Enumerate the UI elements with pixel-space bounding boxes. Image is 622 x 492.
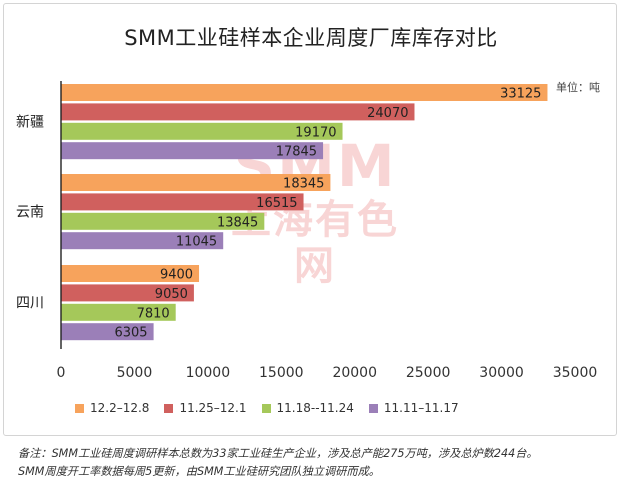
footnote: 备注：SMM工业硅周度调研样本总数为33家工业硅生产企业，涉及总产能275万吨，… <box>18 445 618 481</box>
category-label: 四川 <box>16 296 44 312</box>
x-tick-label: 20000 <box>332 365 377 381</box>
x-tick-label: 35000 <box>553 365 598 381</box>
legend-item: 11.11–11.17 <box>368 401 459 415</box>
x-tick-label: 15000 <box>259 365 304 381</box>
bar-value-label: 18345 <box>283 177 324 192</box>
legend-swatch <box>164 403 174 413</box>
bar-value-label: 17845 <box>276 145 317 160</box>
bar <box>61 103 415 121</box>
unit-label: 单位：吨 <box>556 81 600 94</box>
chart-legend: 12.2–12.8 11.25–12.1 11.18--11.24 11.11–11.… <box>75 401 474 415</box>
x-tick-label: 25000 <box>406 365 451 381</box>
bar-value-label: 11045 <box>176 235 217 250</box>
bar <box>61 284 194 302</box>
bar-value-label: 19170 <box>295 125 336 140</box>
legend-swatch <box>75 403 84 413</box>
bar <box>61 212 265 230</box>
bar-value-label: 16515 <box>256 196 297 211</box>
bar-value-label: 6305 <box>114 326 147 341</box>
bar-value-label: 33125 <box>500 87 541 102</box>
legend-label: 11.25–12.1 <box>179 401 247 415</box>
bar <box>61 122 343 140</box>
legend-swatch <box>368 403 378 413</box>
x-tick-label: 10000 <box>186 365 231 381</box>
x-tick-label: 0 <box>57 365 66 381</box>
legend-swatch <box>261 403 271 413</box>
legend-item: 12.2–12.8 <box>75 401 149 415</box>
bar <box>61 303 176 321</box>
bar <box>61 84 548 101</box>
bar <box>61 265 200 282</box>
bar-value-label: 9050 <box>155 287 188 302</box>
footnote-line-1: 备注：SMM工业硅周度调研样本总数为33家工业硅生产企业，涉及总产能275万吨，… <box>18 447 538 460</box>
legend-item: 11.18--11.24 <box>261 401 354 415</box>
category-label: 新疆 <box>16 115 44 131</box>
legend-label: 11.11–11.17 <box>383 401 459 415</box>
bar <box>61 174 331 191</box>
bar <box>61 193 304 211</box>
x-tick-label: 5000 <box>117 365 153 381</box>
footnote-line-2: SMM周度开工率数据每周5更新，由SMM工业硅研究团队独立调研而成。 <box>18 465 380 478</box>
bar-value-label: 9400 <box>160 268 193 283</box>
chart-title: SMM工业硅样本企业周度厂库库存对比 <box>124 26 498 50</box>
legend-label: 11.18--11.24 <box>276 401 354 415</box>
legend-item: 11.25–12.1 <box>164 401 247 415</box>
bar-value-label: 24070 <box>367 106 408 121</box>
x-tick-label: 30000 <box>479 365 524 381</box>
bar <box>61 232 224 250</box>
bar <box>61 323 154 341</box>
bar-value-label: 7810 <box>137 306 170 321</box>
category-label: 云南 <box>16 205 44 221</box>
bar <box>61 142 324 160</box>
bar-value-label: 13845 <box>217 215 258 230</box>
legend-label: 12.2–12.8 <box>90 401 150 415</box>
